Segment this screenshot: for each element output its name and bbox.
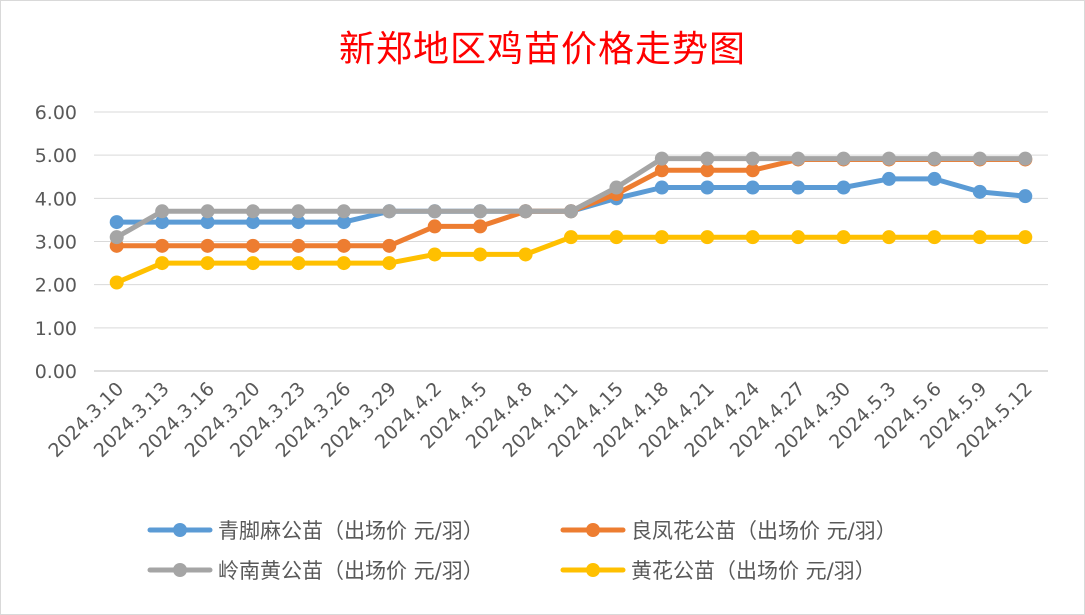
data-point xyxy=(836,180,851,195)
data-point xyxy=(745,163,760,178)
legend: 青脚麻公苗（出场价 元/羽） 良凤花公苗（出场价 元/羽） 岭南黄公苗（出场价 元/… xyxy=(147,519,897,583)
data-point xyxy=(382,238,397,253)
data-point xyxy=(654,230,669,245)
data-point xyxy=(291,238,306,253)
data-point xyxy=(109,215,124,230)
data-point xyxy=(427,247,442,262)
data-point xyxy=(291,215,306,230)
data-point xyxy=(1018,189,1033,204)
data-point xyxy=(609,180,624,195)
legend-label: 岭南黄公苗（出场价 元/羽） xyxy=(218,559,484,583)
data-point xyxy=(427,219,442,234)
legend-swatch-marker xyxy=(586,563,600,577)
data-point xyxy=(336,256,351,271)
data-point xyxy=(109,230,124,245)
data-point xyxy=(972,184,987,199)
data-point xyxy=(700,163,715,178)
data-point xyxy=(791,230,806,245)
data-point xyxy=(200,256,215,271)
y-tick-label: 6.00 xyxy=(35,102,77,124)
data-point xyxy=(654,180,669,195)
x-axis: 2024.3.102024.3.132024.3.162024.3.202024… xyxy=(44,378,1037,462)
data-point xyxy=(700,180,715,195)
data-point xyxy=(246,215,260,230)
legend-label: 良凤花公苗（出场价 元/羽） xyxy=(631,519,897,543)
data-point xyxy=(246,256,260,271)
data-point xyxy=(291,256,306,271)
legend-label: 黄花公苗（出场价 元/羽） xyxy=(631,559,876,583)
data-point xyxy=(246,238,260,253)
data-point xyxy=(882,171,896,186)
data-point xyxy=(291,204,306,219)
data-point xyxy=(1018,230,1033,245)
data-point xyxy=(200,204,215,219)
data-point xyxy=(972,230,987,245)
series-group xyxy=(109,151,1033,290)
data-point xyxy=(427,204,442,219)
data-point xyxy=(882,230,896,245)
data-point xyxy=(609,230,624,245)
y-axis: 0.00 1.00 2.00 3.00 4.00 5.00 6.00 xyxy=(35,102,77,383)
data-point xyxy=(518,204,533,219)
data-point xyxy=(155,215,170,230)
data-point xyxy=(836,151,851,166)
data-point xyxy=(200,238,215,253)
legend-swatch-marker xyxy=(173,563,187,577)
data-point xyxy=(564,230,578,245)
data-point xyxy=(382,204,397,219)
data-point xyxy=(246,204,260,219)
chart-title: 新郑地区鸡苗价格走势图 xyxy=(338,29,746,70)
legend-label: 青脚麻公苗（出场价 元/羽） xyxy=(218,519,484,543)
data-point xyxy=(155,204,170,219)
y-tick-label: 2.00 xyxy=(35,275,77,297)
data-point xyxy=(700,151,715,166)
data-point xyxy=(382,256,397,271)
data-point xyxy=(155,256,170,271)
data-point xyxy=(200,215,215,230)
data-point xyxy=(1018,151,1033,166)
data-point xyxy=(745,230,760,245)
data-point xyxy=(336,204,351,219)
data-point xyxy=(791,151,806,166)
data-point xyxy=(155,238,170,253)
y-tick-label: 1.00 xyxy=(35,318,77,340)
data-point xyxy=(336,238,351,253)
legend-swatch-marker xyxy=(586,523,600,537)
y-tick-label: 3.00 xyxy=(35,232,77,254)
y-tick-label: 4.00 xyxy=(35,188,77,210)
data-point xyxy=(473,204,488,219)
data-point xyxy=(882,151,896,166)
data-point xyxy=(654,163,669,178)
data-point xyxy=(109,275,124,290)
data-point xyxy=(745,180,760,195)
data-point xyxy=(927,230,942,245)
y-tick-label: 0.00 xyxy=(35,361,77,383)
data-point xyxy=(473,219,488,234)
data-point xyxy=(564,204,578,219)
data-point xyxy=(700,230,715,245)
data-point xyxy=(972,151,987,166)
data-point xyxy=(518,247,533,262)
legend-swatch-marker xyxy=(173,523,187,537)
data-point xyxy=(927,171,942,186)
data-point xyxy=(473,247,488,262)
data-point xyxy=(927,151,942,166)
data-point xyxy=(836,230,851,245)
data-point xyxy=(745,151,760,166)
y-tick-label: 5.00 xyxy=(35,145,77,167)
data-point xyxy=(791,180,806,195)
data-point xyxy=(654,151,669,166)
data-point xyxy=(336,215,351,230)
